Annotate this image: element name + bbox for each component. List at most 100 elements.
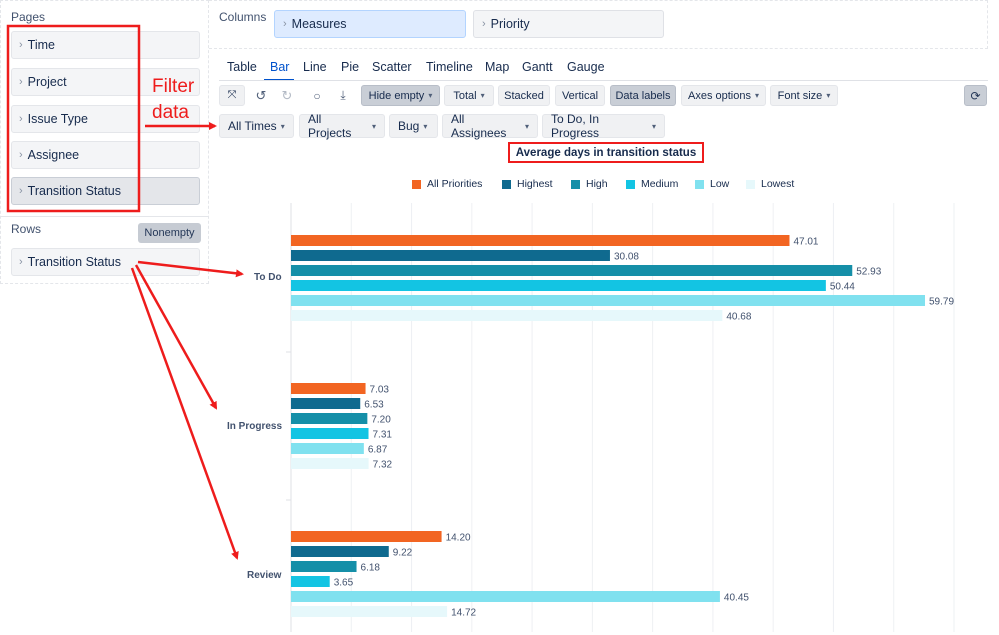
undo-button[interactable]: ↺ — [249, 85, 273, 106]
column-item-priority[interactable]: › Priority — [473, 10, 664, 38]
chevron-down-icon: ▾ — [826, 91, 831, 100]
category-label-to-do: To Do — [254, 272, 282, 283]
refresh-button[interactable]: ⟳ — [964, 85, 987, 106]
page-item-issue-type[interactable]: › Issue Type — [11, 105, 200, 133]
data-label: 40.45 — [724, 593, 749, 604]
tab-gauge[interactable]: Gauge — [567, 60, 605, 74]
pages-highlight-box — [6, 24, 141, 213]
filter-label: Bug — [398, 119, 420, 133]
tab-bar[interactable]: Bar — [270, 60, 290, 74]
legend-label: Lowest — [761, 178, 795, 190]
filter-assignee[interactable]: All Assignees ▾ — [442, 112, 538, 140]
bar-to-do-high[interactable] — [291, 265, 853, 276]
bar-in-progress-highest[interactable] — [291, 398, 361, 409]
bar-to-do-highest[interactable] — [291, 250, 610, 261]
data-labels-button[interactable]: Data labels — [610, 85, 676, 106]
data-label: 6.87 — [368, 445, 388, 456]
legend-item-medium[interactable]: Medium — [626, 178, 678, 190]
legend-swatch — [626, 179, 635, 189]
chevron-down-icon: ▾ — [754, 91, 759, 100]
tab-pie[interactable]: Pie — [341, 60, 360, 74]
filter-label: All Projects — [308, 112, 352, 140]
redo-icon: ↻ — [281, 87, 293, 103]
total-label: Total — [453, 89, 477, 102]
arrow-review — [130, 267, 239, 560]
bar-in-progress-all-priorities[interactable] — [291, 383, 366, 394]
data-label: 7.32 — [373, 460, 393, 471]
filter-transition-status[interactable]: To Do, In Progress ▾ — [542, 112, 665, 140]
tab-map[interactable]: Map — [485, 60, 510, 74]
chevron-down-icon: ▾ — [524, 121, 529, 131]
columns-panel — [209, 0, 988, 49]
chevron-down-icon: ▾ — [480, 91, 485, 100]
bar-review-low[interactable] — [291, 591, 720, 602]
font-size-button[interactable]: Font size ▾ — [770, 85, 838, 106]
tab-gantt[interactable]: Gantt — [522, 60, 553, 74]
hide-empty-button[interactable]: Hide empty ▾ — [361, 85, 440, 106]
page-item-assignee[interactable]: › Assignee — [11, 141, 200, 169]
tab-scatter[interactable]: Scatter — [372, 60, 412, 74]
legend-swatch — [695, 179, 704, 189]
vertical-button[interactable]: Vertical — [555, 85, 605, 106]
chevron-right-icon: › — [19, 39, 23, 51]
data-label: 30.08 — [614, 252, 639, 263]
bar-to-do-medium[interactable] — [291, 280, 826, 291]
axes-options-button[interactable]: Axes options ▾ — [681, 85, 766, 106]
tab-line[interactable]: Line — [303, 60, 327, 74]
legend-swatch — [571, 179, 580, 189]
category-label-review: Review — [247, 570, 282, 581]
filter-project[interactable]: All Projects ▾ — [299, 112, 385, 140]
bar-review-all-priorities[interactable] — [291, 531, 442, 542]
bar-review-highest[interactable] — [291, 546, 389, 557]
nonempty-button[interactable]: Nonempty — [138, 223, 201, 243]
left-panel — [0, 0, 209, 284]
redo-button[interactable]: ↻ — [275, 85, 299, 106]
page-item-project[interactable]: › Project — [11, 68, 200, 96]
stacked-button[interactable]: Stacked — [498, 85, 550, 106]
filter-label: All Assignees — [451, 112, 507, 140]
bar-in-progress-high[interactable] — [291, 413, 368, 424]
page-item-transition-status[interactable]: › Transition Status — [11, 177, 200, 205]
chevron-right-icon: › — [19, 185, 23, 197]
pages-title: Pages — [11, 10, 46, 24]
filter-issue-type[interactable]: Bug ▾ — [389, 114, 438, 138]
bar-to-do-all-priorities[interactable] — [291, 235, 790, 246]
chevron-right-icon: › — [482, 18, 486, 30]
legend-swatch — [746, 179, 755, 189]
bar-review-high[interactable] — [291, 561, 357, 572]
legend-item-highest[interactable]: Highest — [502, 178, 553, 190]
chevron-down-icon: ▾ — [423, 121, 428, 131]
fullscreen-button[interactable]: ⤧ — [219, 85, 245, 106]
comment-button[interactable]: ○ — [305, 85, 329, 106]
bar-to-do-low[interactable] — [291, 295, 925, 306]
bar-review-lowest[interactable] — [291, 606, 448, 617]
chevron-down-icon: ▾ — [280, 121, 285, 131]
column-item-measures[interactable]: › Measures — [274, 10, 466, 38]
legend-item-all-priorities[interactable]: All Priorities — [412, 178, 482, 190]
download-icon: ⤓ — [340, 88, 346, 102]
page-item-label: Time — [27, 38, 55, 52]
page-item-time[interactable]: › Time — [11, 31, 200, 59]
bar-review-medium[interactable] — [291, 576, 330, 587]
bar-in-progress-lowest[interactable] — [291, 458, 369, 469]
data-label: 6.18 — [361, 563, 381, 574]
legend-item-low[interactable]: Low — [695, 178, 729, 190]
legend-item-lowest[interactable]: Lowest — [746, 178, 794, 190]
column-item-label: Priority — [490, 17, 530, 31]
legend-label: Medium — [641, 178, 679, 190]
bar-to-do-lowest[interactable] — [291, 310, 723, 321]
bar-in-progress-low[interactable] — [291, 443, 364, 454]
page-item-label: Transition Status — [27, 184, 122, 198]
chevron-right-icon: › — [283, 18, 287, 30]
page-item-label: Issue Type — [27, 112, 88, 126]
tab-timeline[interactable]: Timeline — [426, 60, 473, 74]
row-item-transition-status[interactable]: › Transition Status — [11, 248, 200, 276]
filter-time[interactable]: All Times ▾ — [219, 114, 294, 138]
chevron-down-icon: ▾ — [371, 121, 376, 131]
bar-in-progress-medium[interactable] — [291, 428, 369, 439]
total-button[interactable]: Total ▾ — [444, 85, 494, 106]
legend-item-high[interactable]: High — [571, 178, 608, 190]
export-button[interactable]: ⤓ — [331, 85, 355, 106]
tab-table[interactable]: Table — [227, 60, 257, 74]
